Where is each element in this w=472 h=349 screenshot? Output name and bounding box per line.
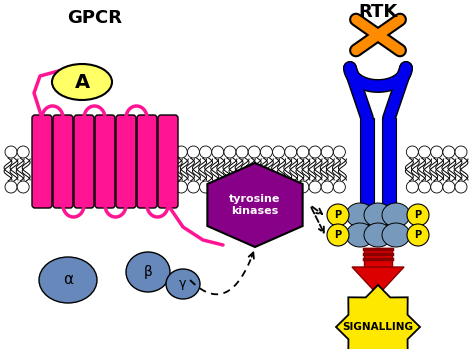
Circle shape [455, 181, 467, 193]
Circle shape [224, 181, 236, 193]
Bar [364, 248, 392, 272]
Text: GPCR: GPCR [67, 9, 123, 27]
Text: SIGNALLING: SIGNALLING [343, 322, 413, 332]
Text: α: α [63, 273, 73, 288]
Text: RTK: RTK [358, 3, 397, 21]
Text: tyrosine
kinases: tyrosine kinases [229, 194, 281, 216]
Circle shape [327, 204, 349, 226]
Circle shape [419, 181, 430, 193]
Circle shape [443, 146, 455, 158]
Circle shape [297, 146, 309, 158]
Bar [382, 118, 396, 205]
Circle shape [407, 224, 429, 246]
Polygon shape [336, 285, 420, 349]
Text: P: P [335, 230, 342, 240]
Circle shape [17, 181, 29, 193]
Circle shape [248, 181, 260, 193]
Ellipse shape [364, 223, 392, 247]
Circle shape [261, 181, 272, 193]
Circle shape [272, 181, 285, 193]
Circle shape [285, 181, 297, 193]
Ellipse shape [126, 252, 170, 292]
Circle shape [187, 146, 200, 158]
Circle shape [5, 181, 17, 193]
Circle shape [406, 146, 418, 158]
Circle shape [321, 181, 333, 193]
FancyBboxPatch shape [32, 115, 52, 208]
Circle shape [248, 146, 260, 158]
Circle shape [200, 181, 211, 193]
Ellipse shape [52, 64, 112, 100]
Circle shape [224, 146, 236, 158]
Text: P: P [414, 230, 421, 240]
Circle shape [236, 146, 248, 158]
Ellipse shape [346, 223, 374, 247]
Circle shape [175, 146, 187, 158]
Circle shape [272, 146, 285, 158]
Ellipse shape [166, 269, 200, 299]
Circle shape [200, 146, 211, 158]
Text: P: P [414, 210, 421, 220]
Ellipse shape [39, 257, 97, 303]
Ellipse shape [382, 203, 410, 227]
FancyBboxPatch shape [116, 115, 136, 208]
Text: P: P [335, 210, 342, 220]
FancyBboxPatch shape [95, 115, 115, 208]
Polygon shape [207, 163, 303, 247]
Circle shape [236, 181, 248, 193]
FancyBboxPatch shape [74, 115, 94, 208]
Circle shape [212, 181, 224, 193]
Circle shape [406, 181, 418, 193]
Circle shape [297, 181, 309, 193]
Text: β: β [143, 265, 152, 279]
Circle shape [261, 146, 272, 158]
Circle shape [321, 146, 333, 158]
Ellipse shape [382, 223, 410, 247]
Circle shape [187, 181, 200, 193]
Circle shape [333, 146, 346, 158]
Polygon shape [352, 267, 404, 295]
Circle shape [285, 146, 297, 158]
Circle shape [407, 204, 429, 226]
FancyBboxPatch shape [53, 115, 73, 208]
Ellipse shape [346, 203, 374, 227]
Text: A: A [75, 73, 90, 91]
Circle shape [212, 146, 224, 158]
Circle shape [327, 224, 349, 246]
Text: γ: γ [179, 277, 187, 290]
Circle shape [5, 146, 17, 158]
FancyBboxPatch shape [158, 115, 178, 208]
Circle shape [175, 181, 187, 193]
Circle shape [430, 181, 443, 193]
Circle shape [309, 181, 321, 193]
Circle shape [419, 146, 430, 158]
Circle shape [309, 146, 321, 158]
Circle shape [430, 146, 443, 158]
Ellipse shape [364, 203, 392, 227]
Circle shape [443, 181, 455, 193]
Circle shape [333, 181, 346, 193]
FancyBboxPatch shape [137, 115, 157, 208]
Circle shape [17, 146, 29, 158]
Circle shape [455, 146, 467, 158]
Bar [360, 118, 374, 205]
